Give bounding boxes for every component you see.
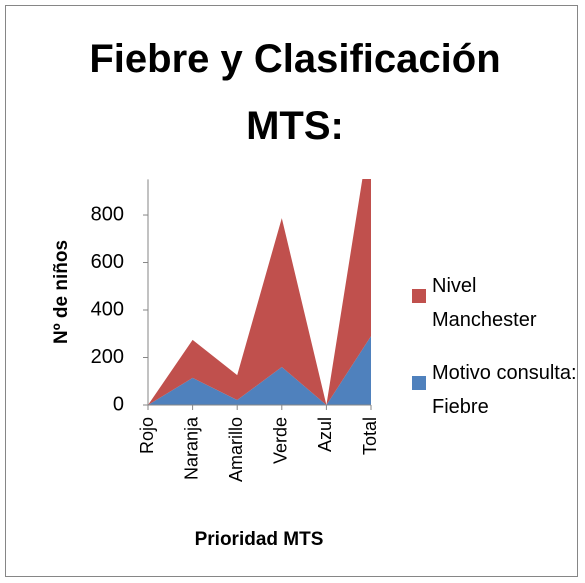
legend-swatch xyxy=(412,376,426,390)
y-tick-label: 0 xyxy=(113,393,124,415)
y-axis-label: Nº de niños xyxy=(51,240,72,344)
y-tick-label: 600 xyxy=(91,251,124,273)
legend-label: Motivo consulta: Fiebre xyxy=(432,362,577,418)
y-tick-label: 800 xyxy=(91,203,124,225)
y-tick-label: 400 xyxy=(91,298,124,320)
area xyxy=(148,179,371,405)
legend-swatch xyxy=(412,289,426,303)
x-tick-label: Rojo xyxy=(137,417,157,454)
plot-area xyxy=(148,179,371,405)
y-tick-label: 200 xyxy=(91,346,124,368)
area xyxy=(148,336,371,405)
x-tick-label: Verde xyxy=(271,417,291,464)
x-axis-label: Prioridad MTS xyxy=(195,529,324,550)
x-tick-label: Amarillo xyxy=(226,417,246,482)
chart-title: Fiebre y Clasificación MTS: xyxy=(89,37,501,148)
x-tick-label: Total xyxy=(360,417,380,455)
legend-label: Nivel Manchester xyxy=(432,275,537,331)
x-tick-label: Azul xyxy=(315,417,335,452)
x-tick-label: Naranja xyxy=(181,416,201,480)
